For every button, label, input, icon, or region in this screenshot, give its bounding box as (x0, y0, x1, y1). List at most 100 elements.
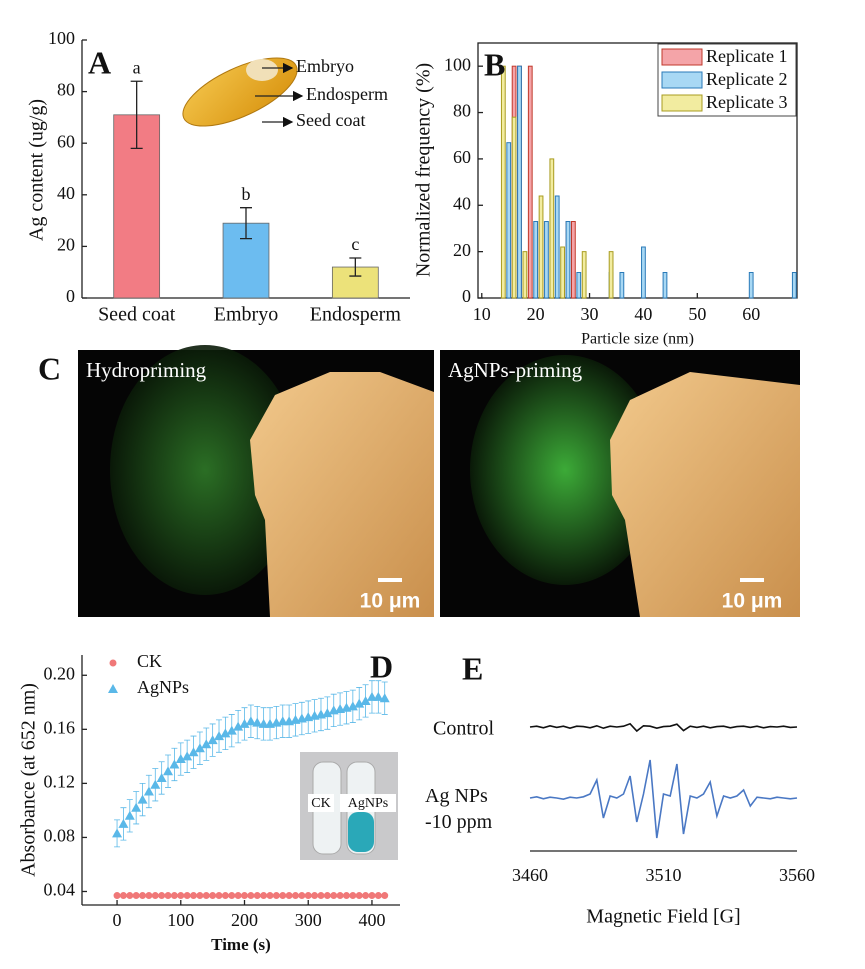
point (360, 695, 371, 705)
legend-swatch (661, 48, 703, 66)
bar (619, 272, 625, 299)
x-tick-label: 30 (581, 304, 599, 324)
point (355, 892, 363, 900)
panel-letter: C (38, 350, 61, 386)
point (381, 892, 389, 900)
inset-label: AgNPs (348, 796, 388, 811)
x-tick-label: 400 (358, 910, 385, 930)
point (201, 739, 212, 749)
point (183, 892, 191, 900)
spectrum (529, 722, 798, 733)
point (354, 698, 365, 708)
bar (544, 221, 549, 299)
bar (581, 251, 587, 299)
annotation: Embryo (296, 56, 354, 76)
bar (748, 272, 754, 299)
legend-label: Replicate 2 (706, 69, 787, 89)
point (317, 892, 325, 900)
point (247, 892, 255, 900)
point (150, 779, 161, 789)
x-tick-label: Endosperm (310, 304, 402, 326)
y-tick-label: 0.20 (44, 663, 76, 683)
x-tick-label: 40 (634, 304, 652, 324)
panel-letter: A (88, 44, 111, 80)
x-tick-label: 3560 (779, 865, 815, 885)
point (342, 892, 350, 900)
point (126, 892, 134, 900)
error-bar (349, 257, 362, 277)
x-tick-label: 100 (167, 910, 194, 930)
point (279, 892, 287, 900)
point (143, 786, 154, 796)
point (379, 693, 390, 703)
point (234, 892, 242, 900)
y-tick-label: 0.12 (44, 772, 76, 792)
point (188, 747, 199, 757)
x-axis-label: Magnetic Field [G] (586, 906, 740, 928)
point (131, 802, 142, 812)
x-axis-label: Time (s) (211, 935, 271, 954)
x-tick-label: 200 (231, 910, 258, 930)
significance-letter: b (242, 184, 251, 204)
point (362, 892, 370, 900)
point (366, 691, 377, 701)
bar (506, 142, 512, 299)
bar (511, 116, 517, 299)
point (170, 892, 178, 900)
point (112, 828, 123, 838)
legend-label: AgNPs (137, 677, 189, 697)
y-axis-label: Absorbance (at 652 nm) (18, 683, 40, 877)
annotation: Endosperm (306, 84, 388, 104)
point (214, 731, 225, 741)
y-tick-label: 80 (57, 80, 75, 100)
y-tick-label: 0 (462, 286, 471, 306)
point (220, 728, 231, 738)
bar (554, 195, 560, 299)
point (374, 892, 382, 900)
point (221, 892, 229, 900)
y-tick-label: 100 (48, 28, 75, 48)
y-tick-label: 80 (453, 101, 471, 121)
point (252, 717, 263, 727)
point (260, 892, 268, 900)
point (285, 892, 293, 900)
panel-letter: D (370, 648, 393, 684)
point (182, 751, 193, 761)
y-tick-label: 40 (57, 183, 75, 203)
inset-photo: CK AgNPs (300, 752, 398, 860)
significance-letter: a (133, 57, 141, 77)
point (266, 892, 274, 900)
micrograph: AgNPs-priming 10 μm (440, 350, 800, 617)
point (373, 691, 384, 701)
point (330, 892, 338, 900)
x-tick-label: 3460 (512, 865, 548, 885)
y-tick-label: 60 (57, 131, 75, 151)
legend-swatch (661, 71, 703, 89)
bar (641, 246, 646, 299)
point (202, 892, 210, 900)
x-tick-label: 300 (295, 910, 322, 930)
point (124, 810, 135, 820)
point (137, 794, 148, 804)
point (239, 718, 250, 728)
point (226, 725, 237, 735)
y-tick-label: 60 (453, 147, 471, 167)
point (118, 818, 129, 828)
point (277, 716, 288, 726)
legend-marker (109, 659, 117, 667)
point (156, 772, 167, 782)
point (113, 892, 121, 900)
series-label-box: Ag NPs -10 ppm (425, 785, 492, 833)
significance-letter: c (351, 234, 359, 254)
point (323, 892, 331, 900)
x-tick-label: 50 (688, 304, 706, 324)
point (336, 892, 344, 900)
micrograph: Hydropriming 10 μm (78, 345, 434, 617)
point (164, 892, 172, 900)
legend-label: Replicate 3 (706, 92, 787, 112)
bar (517, 65, 522, 299)
y-tick-label: 0.16 (44, 717, 76, 737)
bar (576, 272, 582, 299)
point (258, 718, 269, 728)
x-tick-label: Embryo (214, 304, 278, 326)
